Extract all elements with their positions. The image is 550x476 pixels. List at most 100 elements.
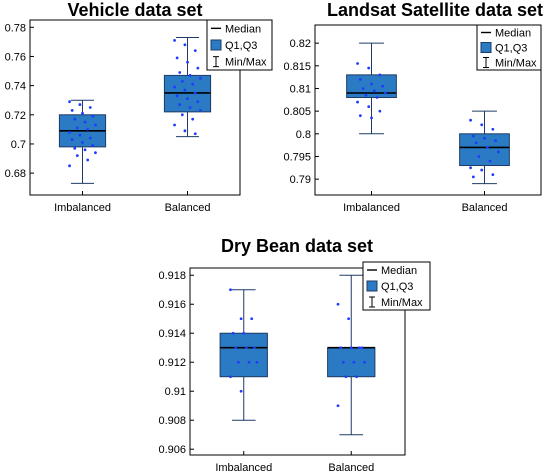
plot-frame (189, 267, 406, 456)
data-point (485, 146, 489, 149)
data-point (480, 123, 484, 127)
legend-median-label: Median (225, 23, 261, 35)
data-point (471, 175, 475, 179)
data-point (193, 132, 197, 136)
y-tick-label: 0.8 (296, 129, 311, 141)
y-tick-label: 0.82 (290, 38, 311, 50)
data-point (244, 346, 248, 350)
legend-box-swatch (210, 39, 222, 51)
x-tick-label: Imbalanced (343, 202, 400, 214)
data-point (73, 146, 77, 150)
data-point (88, 106, 92, 109)
data-point (229, 288, 232, 292)
x-tick-label: Imbalanced (54, 202, 111, 214)
data-point (94, 123, 97, 127)
y-tick-label: 0.914 (158, 328, 186, 340)
data-point (81, 111, 84, 115)
chart-title: Dry Bean data set (221, 236, 373, 256)
data-point (494, 139, 498, 143)
x-tick-label: Imbalanced (215, 462, 272, 474)
data-point (363, 360, 366, 364)
data-point (193, 91, 197, 95)
data-point (199, 76, 202, 80)
box-balanced (327, 274, 376, 436)
plot-frame (314, 24, 542, 196)
data-point (360, 346, 364, 350)
data-point (196, 100, 200, 104)
x-tick-label: Balanced (165, 202, 211, 214)
y-tick-label: 0.918 (158, 270, 186, 282)
y-tick-label: 0.91 (165, 386, 186, 398)
data-point (378, 73, 382, 77)
y-tick-label: 0.81 (290, 83, 311, 95)
data-point (75, 154, 79, 158)
data-point (231, 331, 235, 335)
data-point (474, 141, 478, 145)
data-point (341, 360, 345, 364)
legend-box-swatch (366, 280, 378, 292)
data-point (242, 331, 246, 335)
data-point (175, 94, 179, 98)
data-point (488, 159, 492, 163)
legend-q-label: Q1,Q3 (225, 40, 257, 52)
data-point (491, 173, 495, 177)
data-point (483, 136, 486, 140)
plot-frame (29, 19, 241, 196)
data-point (188, 106, 192, 109)
data-point (358, 114, 362, 118)
data-point (180, 79, 184, 83)
data-point (347, 317, 351, 321)
box-imbalanced (219, 288, 268, 421)
data-point (469, 118, 472, 122)
data-point (75, 126, 79, 130)
data-point (480, 168, 484, 172)
data-point (68, 100, 71, 104)
y-tick-label: 0.795 (283, 151, 311, 163)
data-point (237, 360, 240, 364)
data-point (183, 43, 187, 47)
x-tick-label: Balanced (462, 202, 508, 214)
data-point (186, 97, 189, 101)
data-point (364, 93, 368, 97)
data-point (70, 109, 74, 112)
iqr-box (219, 332, 268, 378)
chart-1: Landsat Satellite data set 0.79 0.795 0.8 0.… (283, 0, 543, 214)
data-point (370, 116, 373, 120)
legend: Median Q1,Q3 Min/Max (476, 24, 542, 71)
chart-title: Vehicle data set (67, 0, 202, 20)
data-point (497, 150, 500, 154)
data-point (234, 346, 238, 350)
data-point (384, 91, 387, 95)
data-point (91, 114, 95, 118)
data-point (73, 117, 77, 121)
data-point (375, 96, 379, 99)
y-tick-label: 0.912 (158, 357, 186, 369)
legend: Median Q1,Q3 Min/Max (206, 19, 273, 71)
data-point (370, 82, 373, 86)
data-point (78, 103, 82, 106)
data-point (178, 103, 182, 106)
data-point (94, 151, 97, 155)
legend-minmax-label: Min/Max (225, 57, 267, 69)
data-point (358, 78, 362, 81)
data-point (83, 120, 87, 124)
data-point (191, 82, 195, 86)
data-point (349, 346, 353, 350)
data-point (183, 129, 187, 133)
data-point (239, 317, 243, 321)
data-point (199, 109, 202, 112)
data-point (229, 375, 232, 379)
y-tick-label: 0.79 (290, 174, 311, 186)
data-point (178, 71, 182, 74)
data-point (173, 123, 176, 127)
y-tick-label: 0.908 (158, 415, 186, 427)
y-tick-label: 0.805 (283, 106, 311, 118)
data-point (175, 56, 179, 60)
chart-0: Vehicle data set 0.68 0.7 0.72 0.74 0.76 0.78 I… (5, 0, 273, 214)
data-point (344, 375, 348, 379)
data-point (83, 148, 87, 152)
data-point (70, 138, 74, 141)
data-point (68, 130, 71, 134)
data-point (239, 389, 243, 393)
